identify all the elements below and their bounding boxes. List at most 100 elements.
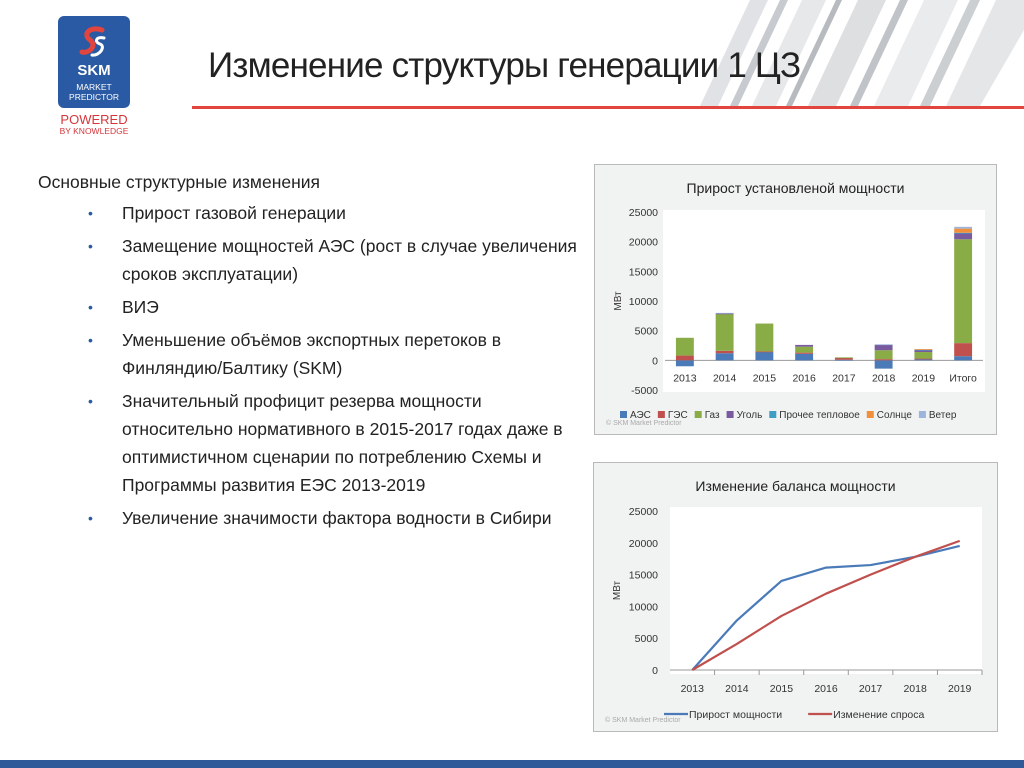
legend-label: Прирост мощности: [689, 709, 782, 721]
bullet-dot-icon: •: [88, 332, 93, 348]
bar-segment: [715, 353, 734, 361]
bar-segment: [914, 358, 933, 360]
main-text: Основные структурные изменения • Прирост …: [38, 168, 578, 537]
bar-segment: [675, 360, 694, 367]
legend-swatch: [769, 411, 777, 418]
bar-segment: [715, 312, 734, 314]
x-tick-label: 2015: [753, 372, 777, 384]
x-tick-label: Итого: [949, 372, 977, 384]
x-tick-label: 2016: [792, 372, 816, 384]
logo-subtitle: MARKET PREDICTOR: [58, 82, 130, 102]
y-tick-label: 0: [652, 355, 658, 367]
bullet-item: • Значительный профицит резерва мощности …: [38, 387, 578, 499]
footer-bar: [0, 760, 1024, 768]
bar-segment: [914, 349, 933, 350]
bullet-dot-icon: •: [88, 205, 93, 221]
y-tick-label: 15000: [629, 570, 658, 582]
bar-segment: [795, 353, 814, 361]
legend-label: АЭС: [630, 410, 651, 421]
y-axis-label: МВт: [613, 291, 624, 311]
legend-swatch: [866, 411, 874, 418]
bar-segment: [954, 239, 973, 344]
bullet-dot-icon: •: [88, 238, 93, 254]
x-tick-label: 2017: [832, 372, 856, 384]
logo-badge: SKM MARKET PREDICTOR: [58, 16, 130, 108]
bar-segment: [795, 344, 814, 347]
bar-segment: [755, 323, 774, 352]
bullet-dot-icon: •: [88, 299, 93, 315]
bullet-text: Уменьшение объёмов экспортных перетоков …: [122, 330, 502, 378]
x-tick-label: 2014: [713, 372, 737, 384]
y-tick-label: -5000: [631, 385, 658, 397]
y-tick-label: 15000: [629, 266, 658, 278]
y-tick-label: 0: [652, 665, 658, 677]
swirl-icon: [79, 26, 106, 57]
bullet-text: ВИЭ: [122, 297, 159, 317]
bullet-text: Значительный профицит резерва мощности о…: [122, 391, 563, 495]
x-tick-label: 2013: [681, 683, 705, 695]
legend-label: Солнце: [877, 410, 913, 421]
bullet-text: Увеличение значимости фактора водности в…: [122, 508, 552, 528]
bar-segment: [914, 359, 933, 361]
x-tick-label: 2019: [912, 372, 936, 384]
legend-label: Уголь: [737, 410, 763, 421]
watermark: © SKM Market Predictor: [605, 716, 681, 724]
bar-segment: [914, 352, 933, 359]
bar-segment: [795, 352, 814, 354]
y-tick-label: 10000: [629, 296, 658, 308]
bar-segment: [954, 233, 973, 240]
plot-area: [670, 507, 982, 674]
header-stripes-decoration: [700, 0, 1024, 106]
watermark: © SKM Market Predictor: [606, 419, 682, 427]
bar-segment: [755, 352, 774, 361]
x-tick-label: 2013: [673, 372, 697, 384]
bullet-item: • Увеличение значимости фактора водности …: [38, 504, 578, 532]
bar-segment: [874, 350, 893, 360]
bar-segment: [914, 349, 933, 351]
legend-label: Газ: [705, 410, 720, 421]
plot-area: [663, 210, 985, 392]
legend-swatch: [918, 411, 926, 418]
bar-segment: [874, 360, 893, 369]
bar-segment: [954, 226, 973, 229]
bullet-item: • Прирост газовой генерации: [38, 199, 578, 227]
bar-segment: [874, 344, 893, 346]
y-tick-label: 25000: [629, 506, 658, 518]
bar-segment: [954, 343, 973, 357]
bar-segment: [914, 350, 933, 353]
y-tick-label: 10000: [629, 601, 658, 613]
x-tick-label: 2017: [859, 683, 883, 695]
bullet-dot-icon: •: [88, 510, 93, 526]
x-tick-label: 2014: [725, 683, 749, 695]
bar-segment: [715, 313, 734, 315]
skm-logo: SKM MARKET PREDICTOR POWERED BY KNOWLEDG…: [58, 16, 130, 136]
bar-segment: [755, 351, 774, 353]
bar-segment: [954, 228, 973, 233]
legend-label: Изменение спроса: [833, 709, 924, 721]
logo-sub-market: MARKET: [76, 82, 112, 92]
y-tick-label: 5000: [635, 326, 659, 338]
y-tick-label: 25000: [629, 207, 658, 219]
logo-by-knowledge: BY KNOWLEDGE: [59, 126, 129, 136]
y-tick-label: 5000: [635, 633, 659, 645]
bar-segment: [954, 356, 973, 361]
legend-label: Прочее тепловое: [779, 410, 860, 421]
bullet-dot-icon: •: [88, 393, 93, 409]
intro-text: Основные структурные изменения: [38, 172, 321, 192]
legend-swatch: [620, 411, 627, 418]
x-tick-label: 2019: [948, 683, 972, 695]
bullet-item: • Замещение мощностей АЭС (рост в случае …: [38, 232, 578, 288]
chart-title: Изменение баланса мощности: [695, 478, 895, 494]
capacity-balance-chart-svg: Изменение баланса мощности 0 5000 10000 1500…: [605, 478, 983, 724]
title-underline: [192, 106, 1024, 109]
bar-segment: [834, 357, 853, 359]
logo-powered: POWERED: [60, 112, 128, 127]
legend-label: ГЭС: [668, 410, 688, 421]
bar-segment: [874, 359, 893, 361]
capacity-balance-chart: Изменение баланса мощности 0 5000 10000 1500…: [593, 462, 998, 732]
series-line: [691, 539, 961, 671]
y-tick-label: 20000: [629, 237, 658, 249]
bar-segment: [874, 344, 893, 351]
logo-sub-predictor: PREDICTOR: [69, 92, 119, 102]
legend-swatch: [694, 411, 702, 418]
